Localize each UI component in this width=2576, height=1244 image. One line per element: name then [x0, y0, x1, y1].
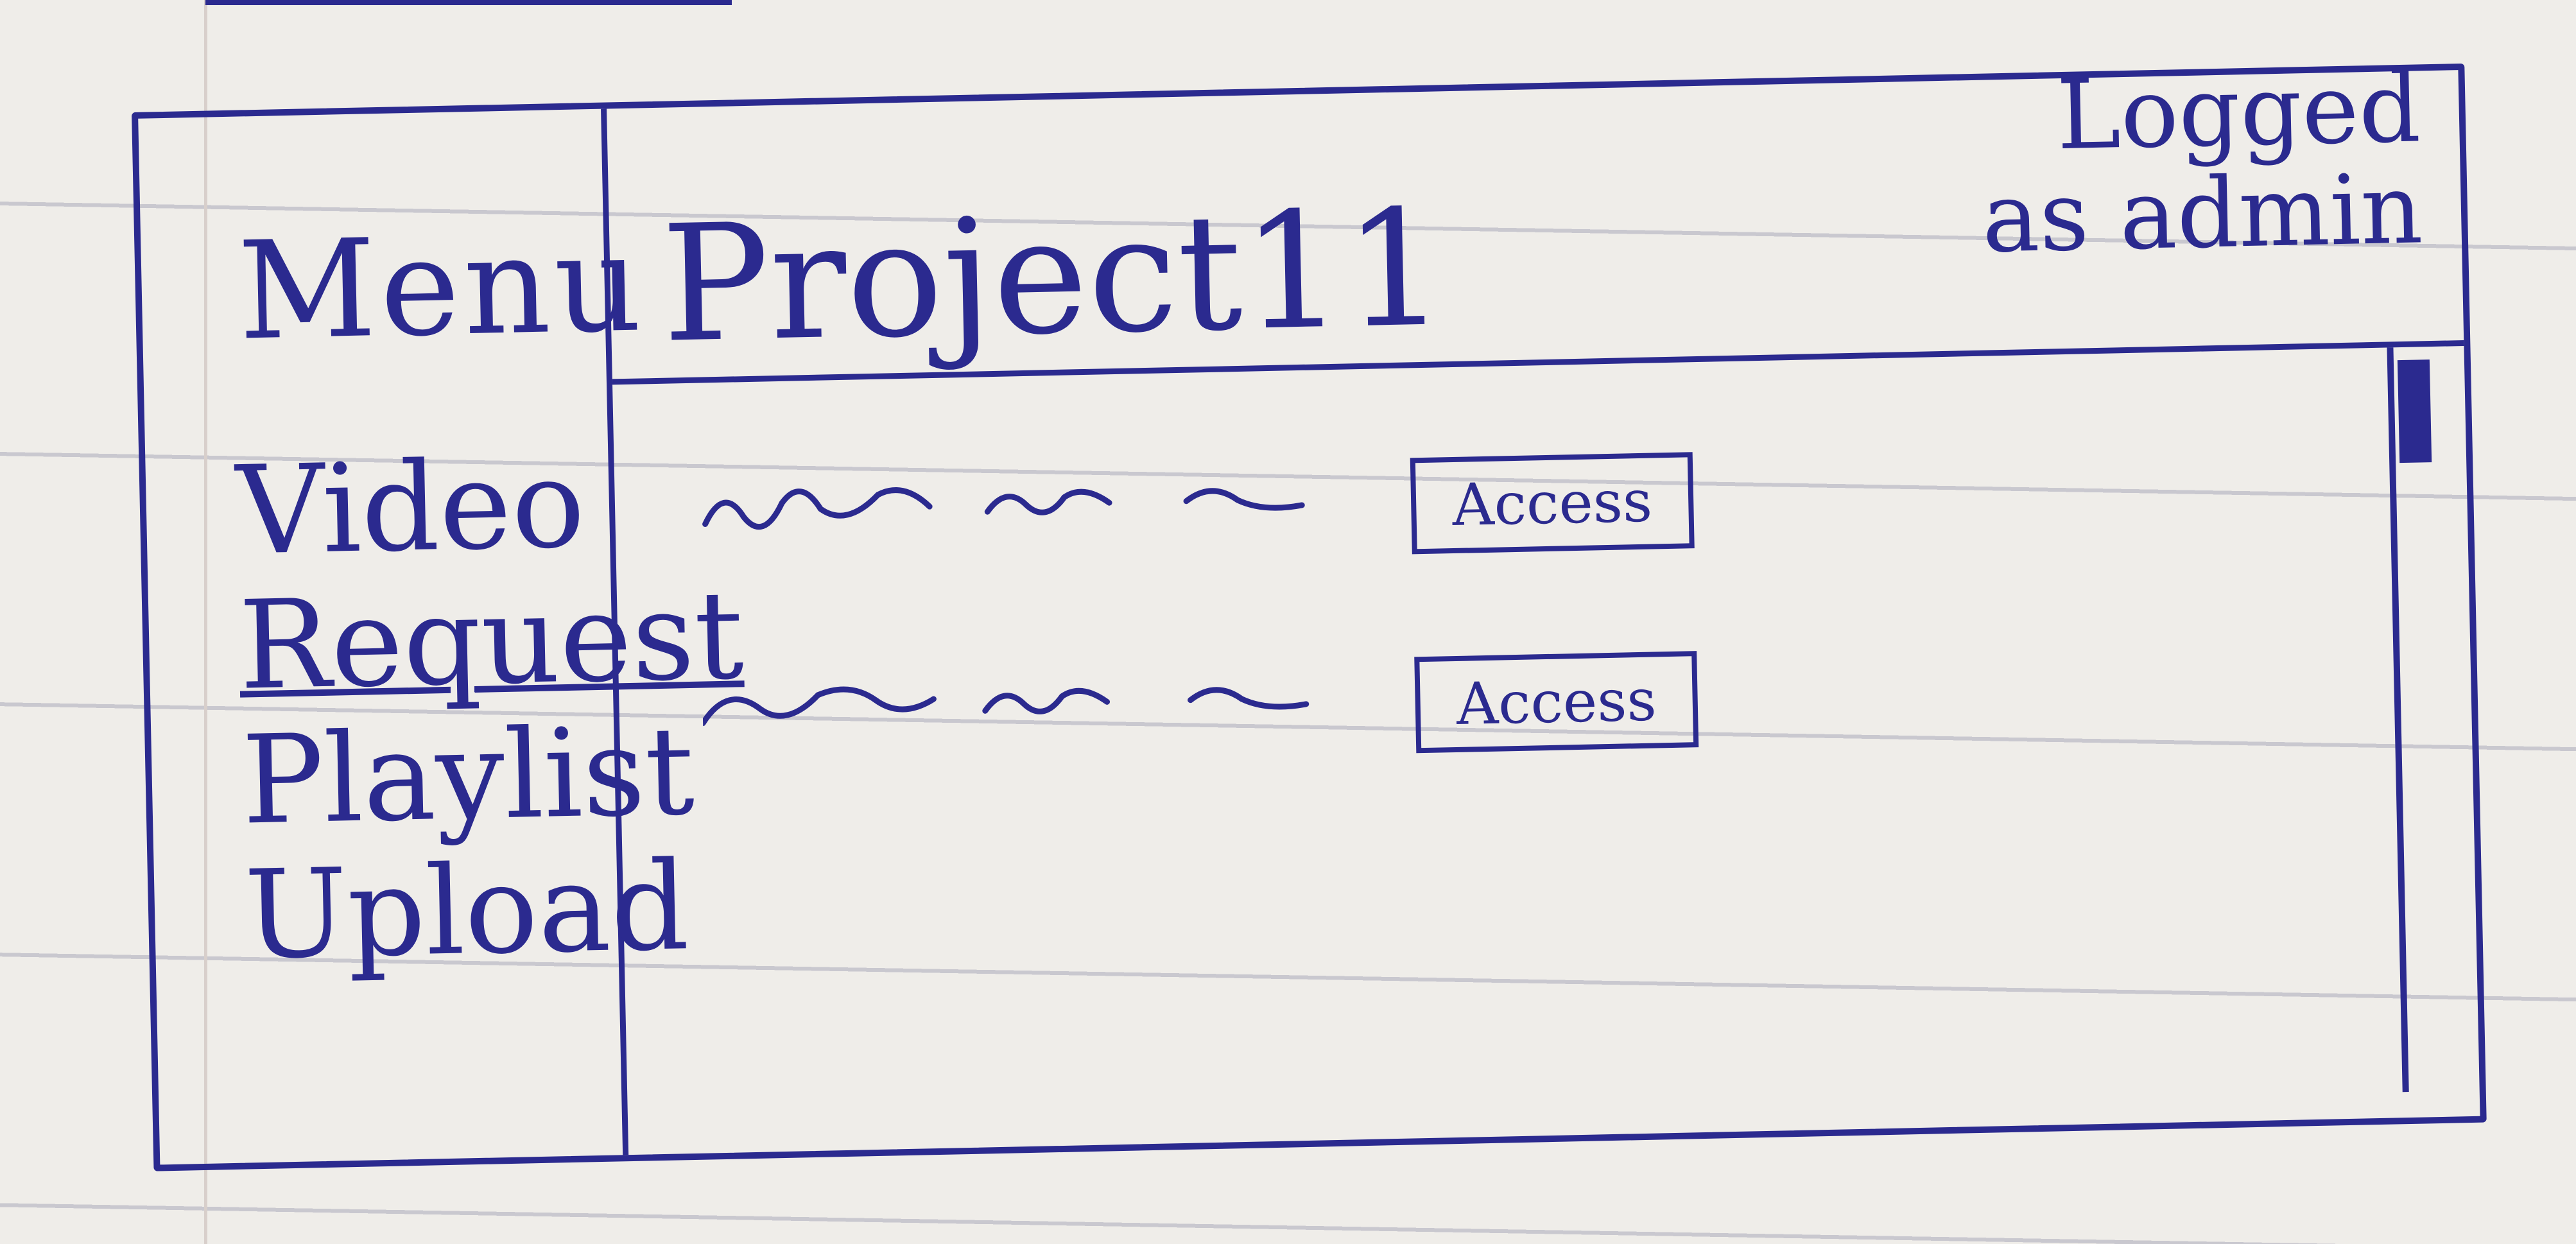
list-item: Access [618, 618, 2389, 796]
page-title: Project11 [659, 175, 1448, 378]
placeholder-text-scribble [702, 686, 1310, 727]
login-status: Logged as admin [1980, 52, 2424, 275]
access-button[interactable]: Access [1410, 452, 1695, 555]
notebook-margin-line [204, 0, 207, 1244]
app-window: Menu Video Request Playlist Upload Proje… [132, 52, 2487, 1171]
header: Project11 Logged as admin [607, 52, 2464, 385]
list-item: Access [614, 419, 2385, 597]
sidebar-item-video[interactable]: Video [234, 433, 587, 582]
top-pen-stroke [205, 0, 732, 5]
request-list: Access Access [612, 348, 2397, 1155]
sidebar: Menu Video Request Playlist Upload [138, 108, 745, 1165]
sidebar-title: Menu [236, 204, 647, 370]
vertical-scrollbar[interactable] [2387, 346, 2454, 1093]
access-button[interactable]: Access [1414, 651, 1699, 754]
scrollbar-thumb[interactable] [2397, 359, 2432, 463]
placeholder-text-scribble [702, 487, 1305, 530]
